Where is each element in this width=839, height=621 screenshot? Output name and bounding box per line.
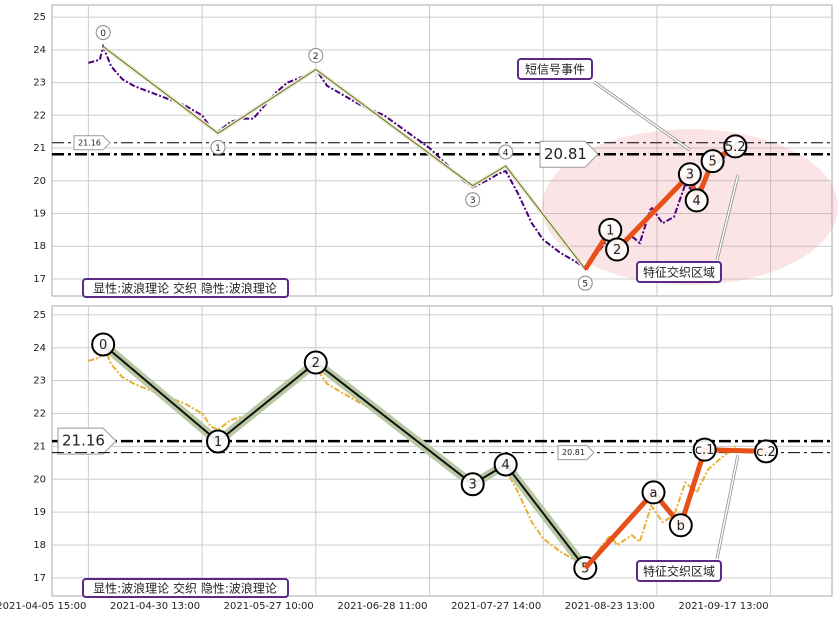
y-tick-label: 17	[33, 573, 46, 584]
y-tick-label: 19	[33, 507, 46, 518]
wave-point-marker	[303, 350, 328, 375]
wave-point-marker	[700, 149, 725, 174]
wave-line	[102, 343, 587, 569]
h-line-flag	[539, 140, 599, 168]
h-line-label: 20.81	[562, 448, 585, 457]
legend-box	[82, 578, 289, 598]
wave-point-label: 5	[708, 155, 716, 170]
wave-point-label: 4	[502, 458, 510, 473]
x-tick-label: 2021-04-05 15:00	[0, 601, 86, 612]
y-tick-label: 21	[33, 441, 46, 452]
y-tick-label: 25	[33, 12, 46, 23]
wave-point-marker	[577, 275, 593, 291]
wave-point-marker	[95, 25, 111, 41]
wave-point-label: c.2	[756, 445, 776, 460]
y-tick-label: 20	[33, 474, 46, 485]
plot-area	[51, 4, 833, 297]
annotation-arrow-inner	[716, 174, 739, 261]
wave-point-label: 1	[214, 435, 222, 450]
x-tick-label: 2021-07-27 14:00	[451, 601, 541, 612]
wave-point-marker	[465, 192, 481, 208]
h-line-flag	[73, 135, 111, 151]
price-line	[88, 43, 737, 271]
y-tick-label: 22	[33, 409, 46, 420]
wave-point-marker	[641, 480, 666, 505]
legend-text: 显性:波浪理论 交织 隐性:波浪理论	[93, 281, 277, 296]
wave-point-marker	[308, 47, 324, 63]
y-tick-label: 23	[33, 376, 46, 387]
wave-point-label: a	[650, 486, 658, 501]
wave-point-label: 1	[606, 223, 614, 238]
wave-point-marker	[91, 332, 116, 357]
y-tick-label: 18	[33, 241, 46, 252]
y-tick-label: 18	[33, 540, 46, 551]
y-tick-label: 25	[33, 310, 46, 321]
wave-point-label: 5.2	[725, 140, 746, 155]
wave-point-marker	[677, 162, 702, 187]
x-tick-label: 2021-05-27 10:00	[224, 601, 314, 612]
wave-point-label: 0	[99, 338, 107, 353]
wave-point-marker	[668, 513, 693, 538]
legend-box	[82, 278, 289, 298]
wave-point-label: 5	[581, 562, 589, 577]
wave-point-label: 5	[582, 280, 588, 290]
y-tick-label: 22	[33, 110, 46, 121]
x-tick-label: 2021-08-23 13:00	[565, 601, 655, 612]
annotation-text: 特征交织区域	[643, 564, 715, 579]
x-tick-label: 2021-09-17 13:00	[678, 601, 768, 612]
wave-point-label: 3	[469, 478, 477, 493]
wave-point-marker	[493, 452, 518, 477]
wave-point-marker	[692, 437, 717, 462]
wave-point-marker	[605, 237, 630, 262]
wave-point-marker	[498, 144, 514, 160]
h-line-flag	[557, 445, 595, 461]
wave-point-label: 0	[100, 29, 106, 39]
y-tick-label: 21	[33, 143, 46, 154]
h-line-flag	[57, 427, 117, 455]
wave-point-marker	[684, 188, 709, 213]
wave-point-label: 2	[313, 52, 319, 62]
annotation-text: 短信号事件	[525, 63, 585, 77]
wave-point-label: 4	[503, 149, 509, 159]
wave-point-label: 2	[613, 243, 621, 258]
wave-point-label: 2	[312, 356, 320, 371]
annotation-box	[636, 261, 722, 283]
annotation-box	[636, 560, 722, 582]
wave-point-marker	[210, 139, 226, 155]
wave-point-label: b	[677, 519, 685, 534]
wave-point-label: 4	[693, 194, 701, 209]
annotation-box	[517, 58, 593, 80]
wave-point-marker	[460, 472, 485, 497]
wave-line	[102, 46, 586, 270]
x-tick-label: 2021-04-30 13:00	[110, 601, 200, 612]
y-tick-label: 24	[33, 343, 46, 354]
annotation-text: 特征交织区域	[643, 265, 715, 280]
annotation-arrow-inner	[593, 81, 691, 151]
x-tick-label: 2021-06-28 11:00	[337, 601, 427, 612]
y-tick-label: 19	[33, 209, 46, 220]
y-tick-label: 20	[33, 176, 46, 187]
y-tick-label: 17	[33, 274, 46, 285]
h-line-label: 21.16	[62, 432, 105, 450]
wave-point-label: 3	[686, 168, 694, 183]
wave-point-label: 1	[215, 144, 221, 154]
y-tick-label: 24	[33, 45, 46, 56]
annotation-arrow-inner	[716, 454, 739, 560]
h-line-label: 21.16	[78, 138, 101, 147]
legend-text: 显性:波浪理论 交织 隐性:波浪理论	[93, 581, 277, 596]
wave-point-marker	[754, 439, 779, 464]
wave-point-marker	[723, 134, 748, 159]
wave-point-label: 3	[470, 196, 476, 206]
y-tick-label: 23	[33, 78, 46, 89]
wave-point-marker	[206, 429, 231, 454]
h-line-label: 20.81	[544, 145, 587, 163]
wave-point-label: c.1	[695, 443, 715, 458]
